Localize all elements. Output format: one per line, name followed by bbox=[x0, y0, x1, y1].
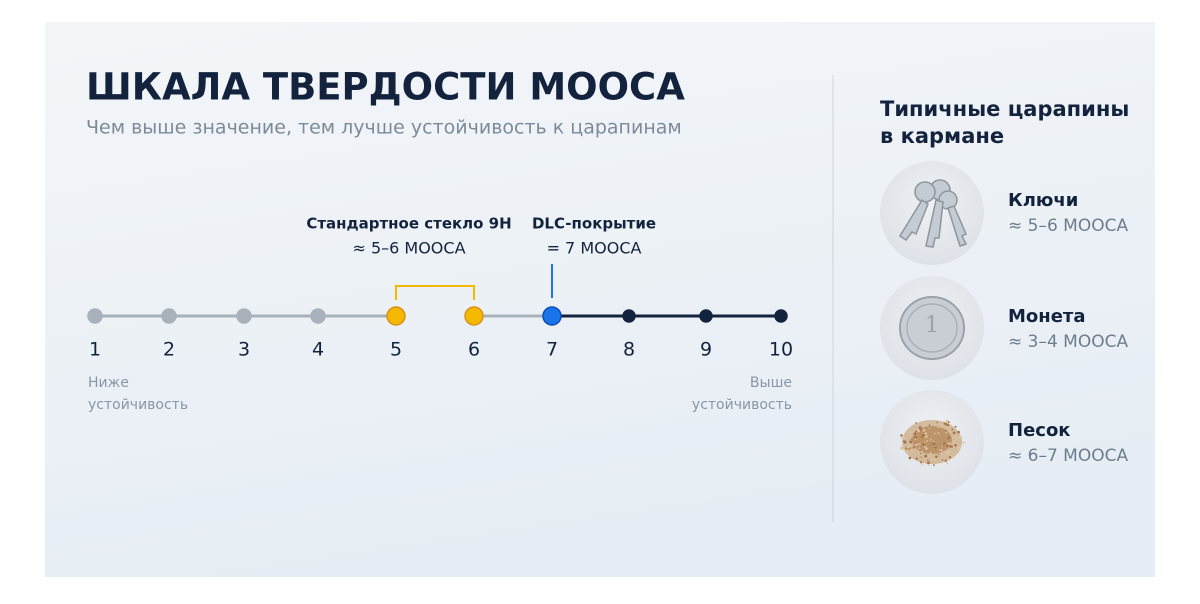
scale-point bbox=[310, 308, 326, 324]
scale-point bbox=[236, 308, 252, 324]
scale-label: 6 bbox=[468, 339, 480, 361]
scale-point bbox=[774, 309, 788, 323]
item-name: Ключи bbox=[1008, 190, 1078, 211]
svg-text:1: 1 bbox=[925, 313, 939, 338]
annotation-value: = 7 МООСА bbox=[547, 239, 642, 258]
subtitle: Чем выше значение, тем лучше устойчивост… bbox=[86, 117, 682, 139]
item-value: ≈ 6–7 МООСА bbox=[1008, 446, 1128, 466]
scale-label: 1 bbox=[89, 339, 101, 361]
scale-label: 3 bbox=[238, 339, 250, 361]
sand-icon bbox=[900, 419, 965, 467]
annotation-title: Стандартное стекло 9H bbox=[306, 215, 511, 233]
sidebar-title: Типичные царапины bbox=[880, 97, 1129, 121]
scale-label: 5 bbox=[390, 339, 402, 361]
scale-point bbox=[386, 306, 406, 326]
annotation-value: ≈ 5–6 МООСА bbox=[352, 239, 465, 258]
scale-label: 10 bbox=[769, 339, 793, 361]
icon-bg bbox=[880, 161, 984, 265]
scale-label: 9 bbox=[700, 339, 712, 361]
coin-icon: 1 bbox=[899, 296, 965, 360]
scale-point bbox=[622, 309, 636, 323]
scale-label: 7 bbox=[546, 339, 558, 361]
scale-point bbox=[161, 308, 177, 324]
scale-label: 2 bbox=[163, 339, 175, 361]
sidebar-title: в кармане bbox=[880, 124, 1004, 148]
bracket bbox=[395, 285, 475, 300]
high-label: устойчивость bbox=[692, 397, 792, 413]
low-label: Ниже bbox=[88, 375, 129, 391]
high-label: Выше bbox=[750, 375, 792, 391]
item-name: Монета bbox=[1008, 306, 1086, 327]
scale-point bbox=[699, 309, 713, 323]
scale-point bbox=[542, 306, 562, 326]
scale-label: 8 bbox=[623, 339, 635, 361]
annotation-title: DLC-покрытие bbox=[532, 215, 656, 233]
keys-icon bbox=[898, 179, 968, 248]
low-label: устойчивость bbox=[88, 397, 188, 413]
scale-point bbox=[464, 306, 484, 326]
title: ШКАЛА ТВЕРДОСТИ МООСА bbox=[86, 66, 685, 109]
item-name: Песок bbox=[1008, 420, 1071, 441]
scale bbox=[87, 264, 788, 326]
item-value: ≈ 5–6 МООСА bbox=[1008, 216, 1128, 236]
scale-point bbox=[87, 308, 103, 324]
item-value: ≈ 3–4 МООСА bbox=[1008, 332, 1128, 352]
scale-label: 4 bbox=[312, 339, 324, 361]
